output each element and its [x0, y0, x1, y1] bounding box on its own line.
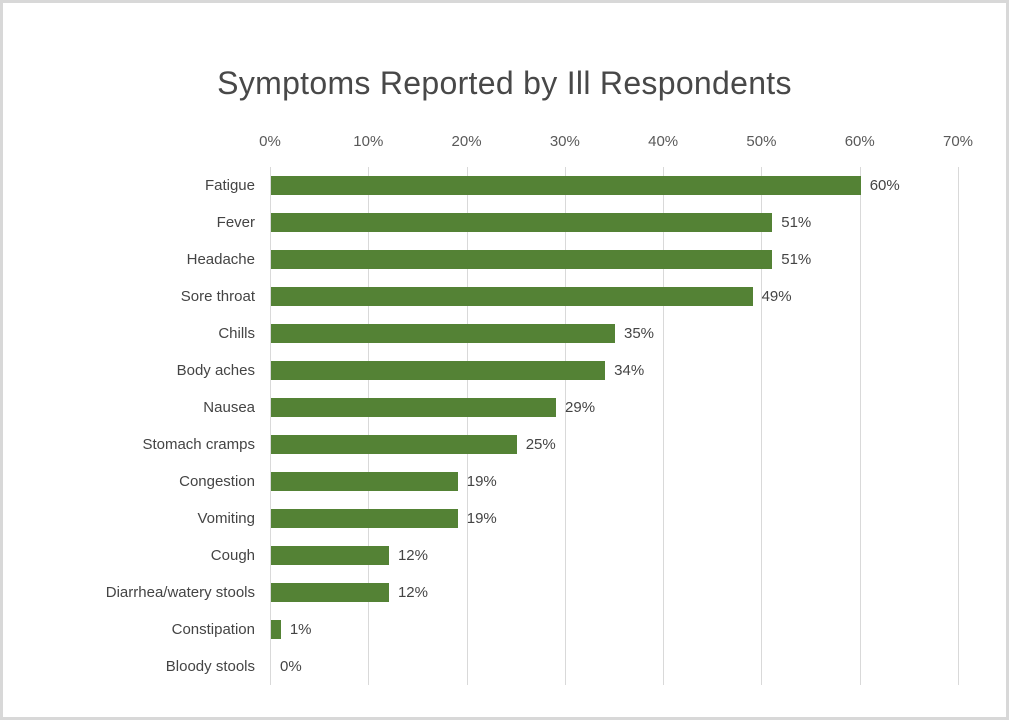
category-label: Cough	[210, 547, 255, 564]
category-label: Diarrhea/watery stools	[105, 584, 255, 601]
value-label: 0%	[280, 658, 302, 675]
bar	[271, 250, 773, 269]
x-axis-tick-label: 0%	[259, 133, 281, 150]
bar-row: 51%	[270, 204, 958, 241]
bar-row: 60%	[270, 167, 958, 204]
gridline	[958, 167, 959, 685]
value-label: 51%	[781, 251, 812, 268]
bar-row: 49%	[270, 278, 958, 315]
bar-row: 29%	[270, 389, 958, 426]
gridline	[466, 167, 468, 685]
bar	[271, 213, 773, 232]
category-label: Fever	[216, 214, 255, 231]
bar-row: 1%	[270, 611, 958, 648]
category-label: Chills	[218, 325, 255, 342]
bar-row: 19%	[270, 500, 958, 537]
value-label: 35%	[624, 325, 655, 342]
plot-area: 60% 51% 51% 49% 35% 34% 29% 25% 19% 19% 12% 12% 1% 0%	[270, 167, 959, 685]
category-label: Stomach cramps	[142, 436, 255, 453]
value-label: 60%	[869, 177, 900, 194]
category-label: Fatigue	[204, 177, 255, 194]
bar-row: 19%	[270, 463, 958, 500]
value-label: 12%	[397, 547, 428, 564]
x-axis-tick-label: 20%	[451, 133, 482, 150]
bar	[271, 287, 753, 306]
x-axis-tick-label: 70%	[942, 133, 974, 150]
bar-row: 35%	[270, 315, 958, 352]
bar	[271, 324, 615, 343]
bar-row: 0%	[270, 648, 958, 685]
category-label: Sore throat	[180, 288, 255, 305]
gridline	[270, 167, 271, 685]
bar	[271, 176, 861, 195]
gridline	[761, 167, 763, 685]
value-label: 34%	[614, 362, 645, 379]
chart-title: Symptoms Reported by Ill Respondents	[217, 65, 792, 101]
gridline	[564, 167, 566, 685]
x-axis-tick-label: 30%	[549, 133, 580, 150]
category-label: Body aches	[176, 362, 255, 379]
gridline	[368, 167, 370, 685]
value-label: 19%	[466, 473, 497, 490]
bar	[271, 583, 389, 602]
bar-row: 12%	[270, 537, 958, 574]
bar	[271, 620, 281, 639]
value-label: 12%	[397, 584, 428, 601]
value-label: 1%	[289, 621, 312, 638]
category-label: Headache	[186, 251, 255, 268]
value-label: 51%	[781, 214, 812, 231]
value-label: 25%	[525, 436, 556, 453]
bar-row: 34%	[270, 352, 958, 389]
bar	[271, 509, 458, 528]
x-axis-tick-label: 50%	[746, 133, 777, 150]
bar	[271, 361, 606, 380]
category-label: Bloody stools	[165, 658, 255, 675]
category-label: Nausea	[203, 399, 255, 416]
bar	[271, 546, 389, 565]
bar-row: 25%	[270, 426, 958, 463]
x-axis-tick-label: 10%	[353, 133, 384, 150]
category-label: Constipation	[171, 621, 255, 638]
bar	[271, 435, 517, 454]
bar	[271, 398, 557, 417]
gridline	[663, 167, 665, 685]
category-label: Vomiting	[197, 510, 255, 527]
gridline	[859, 167, 861, 685]
value-label: 49%	[761, 288, 792, 305]
bar	[271, 472, 458, 491]
value-label: 19%	[466, 510, 497, 527]
x-axis-tick-label: 60%	[844, 133, 875, 150]
bar-row: 51%	[270, 241, 958, 278]
value-label: 29%	[565, 399, 596, 416]
x-axis-tick-label: 40%	[648, 133, 679, 150]
bar-row: 12%	[270, 574, 958, 611]
category-label: Congestion	[179, 473, 255, 490]
